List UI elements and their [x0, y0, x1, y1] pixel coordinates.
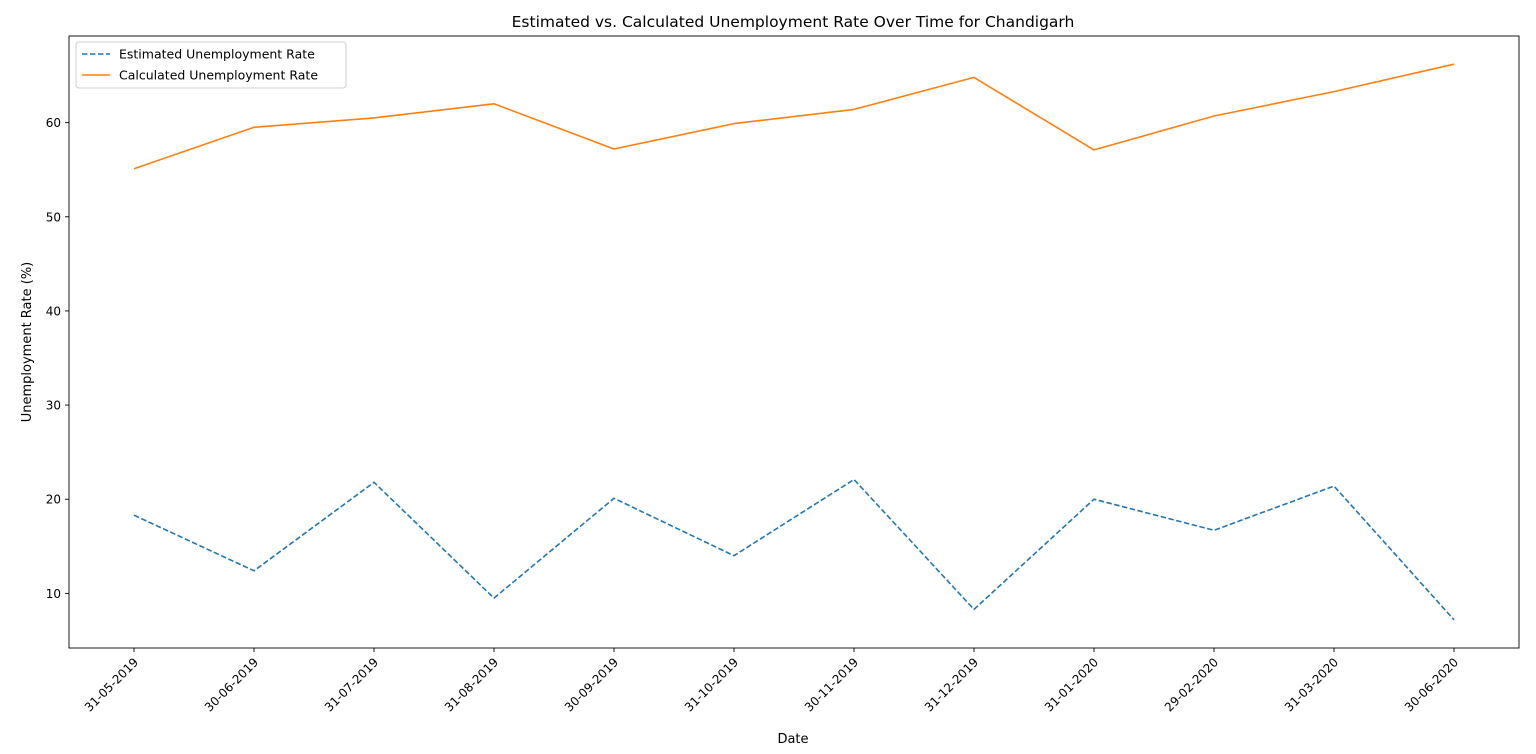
series-line-1 [133, 63, 1455, 170]
legend: Estimated Unemployment Rate Calculated Un… [75, 41, 347, 89]
x-tick-label-8: 31-01-2020 [1042, 655, 1101, 714]
y-tick-label-5: 60 [46, 116, 61, 130]
x-tick-label-6: 30-11-2019 [802, 655, 861, 714]
x-tick-label-5: 31-10-2019 [682, 655, 741, 714]
plot-area: 10 20 30 40 50 60 31-05-2019 30-06-2019 31-07-20… [46, 35, 1520, 714]
x-tick-label-0: 31-05-2019 [82, 655, 141, 714]
x-tick-label-1: 30-06-2019 [202, 655, 261, 714]
x-tick-label-10: 31-03-2020 [1282, 655, 1341, 714]
x-tick-label-9: 29-02-2020 [1162, 655, 1221, 714]
legend-entry-1: Calculated Unemployment Rate [119, 68, 318, 83]
series-line-0 [133, 478, 1455, 621]
plot-frame [68, 35, 1520, 649]
legend-box [75, 41, 347, 89]
x-tick-label-11: 30-06-2020 [1402, 655, 1461, 714]
x-tick-label-7: 31-12-2019 [922, 655, 981, 714]
y-tick-label-2: 30 [46, 399, 61, 413]
legend-entry-0: Estimated Unemployment Rate [119, 47, 315, 62]
x-axis-label: Date [777, 732, 808, 747]
y-tick-label-4: 50 [46, 210, 61, 224]
y-tick-label-3: 40 [46, 304, 61, 318]
x-tick-label-3: 31-08-2019 [442, 655, 501, 714]
y-tick-label-1: 20 [46, 493, 61, 507]
x-tick-label-2: 31-07-2019 [322, 655, 381, 714]
y-axis-label: Unemployment Rate (%) [20, 262, 35, 423]
y-tick-label-0: 10 [46, 587, 61, 601]
chart-title: Estimated vs. Calculated Unemployment Ra… [512, 13, 1075, 31]
x-tick-label-4: 30-09-2019 [562, 655, 621, 714]
